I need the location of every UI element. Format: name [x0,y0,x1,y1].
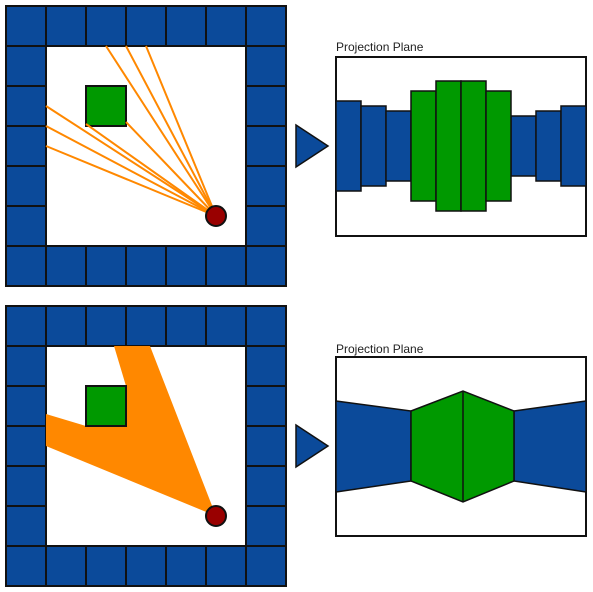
view-cone [46,346,216,516]
wall-row-bottom [5,545,287,587]
projected-block-slices [410,80,512,212]
projected-wall-left [335,400,412,493]
viewer-dot [205,205,227,227]
projected-wall-slices [335,100,587,192]
green-block [85,385,127,427]
bottom-projection-plane: Projection Plane [335,342,587,537]
projected-wall-right [513,400,587,493]
arrow-right-icon [295,423,330,469]
wall-row-top [5,305,287,347]
plane-label: Projection Plane [336,40,424,54]
top-map [5,5,287,287]
wall-column-left [5,345,47,547]
wall-row-bottom [5,245,287,287]
green-block [85,85,127,127]
wall-column-right [245,345,287,547]
top-projection-plane: Projection Plane [335,40,587,237]
rays [45,45,217,217]
plane-label: Projection Plane [336,342,424,356]
wall-row-top [5,5,287,47]
arrow-right-icon [295,123,330,169]
viewer-dot [205,505,227,527]
bottom-map [5,305,287,587]
wall-column-left [5,45,47,247]
wall-column-right [245,45,287,247]
